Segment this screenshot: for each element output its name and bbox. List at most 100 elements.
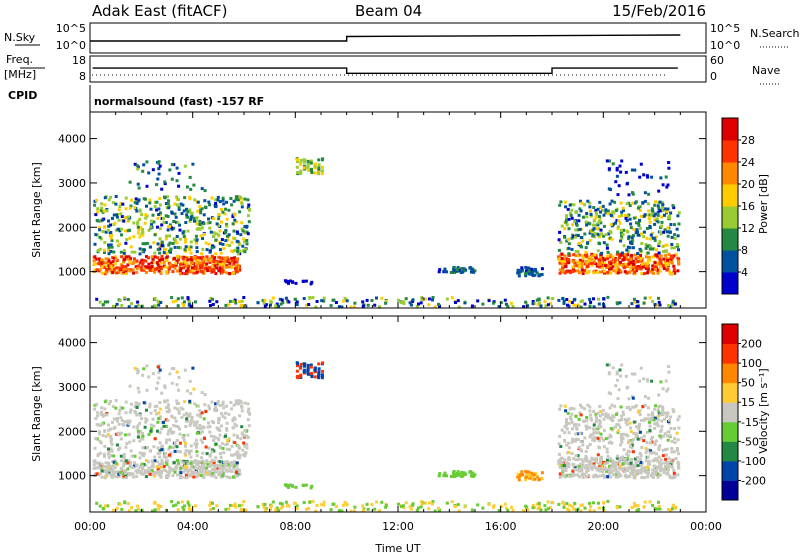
echo-cell (579, 403, 582, 407)
echo-cell (165, 459, 169, 463)
echo-cell (645, 244, 649, 248)
echo-cell (145, 459, 148, 463)
echo-cell (115, 271, 119, 275)
echo-cell (516, 475, 520, 479)
echo-cell (656, 472, 660, 476)
echo-cell (210, 400, 214, 404)
echo-cell (615, 423, 619, 426)
echo-cell (634, 260, 637, 264)
echo-cell (279, 506, 283, 510)
echo-cell (183, 368, 187, 372)
echo-cell (584, 450, 588, 454)
echo-cell (129, 449, 133, 453)
echo-cell (302, 370, 306, 374)
echo-cell (558, 271, 562, 275)
echo-cell (622, 448, 626, 452)
echo-cell (130, 454, 134, 458)
echo-cell (132, 425, 136, 429)
x-tick-label: 16:00 (485, 520, 517, 533)
echo-cell (201, 236, 204, 240)
echo-cell (625, 406, 629, 410)
echo-cell (156, 177, 160, 181)
echo-cell (219, 251, 223, 255)
echo-cell (675, 447, 679, 450)
echo-cell (570, 505, 574, 508)
echo-cell (133, 410, 137, 414)
echo-cell (306, 368, 310, 372)
echo-cell (144, 259, 148, 263)
echo-cell (107, 423, 110, 427)
echo-cell (597, 419, 601, 422)
echo-cell (630, 443, 634, 447)
echo-cell (595, 271, 599, 275)
echo-cell (182, 255, 186, 259)
echo-cell (563, 458, 567, 462)
echo-cell (168, 168, 172, 172)
echo-cell (620, 159, 624, 163)
echo-cell (579, 300, 583, 303)
echo-cell (198, 256, 202, 260)
echo-cell (605, 243, 609, 247)
echo-cell (148, 201, 152, 205)
echo-cell (313, 375, 317, 379)
echo-cell (636, 206, 640, 210)
echo-cell (317, 370, 321, 374)
echo-cell (111, 475, 115, 478)
echo-cell (317, 163, 321, 167)
echo-cell (627, 262, 631, 266)
echo-cell (232, 229, 236, 233)
echo-cell (115, 417, 119, 421)
echo-cell (606, 413, 610, 417)
freq-label: Freq. (6, 53, 33, 66)
echo-cell (659, 465, 663, 469)
echo-cell (234, 301, 238, 305)
echo-cell (633, 253, 637, 257)
echo-cell (188, 248, 191, 252)
echo-cell (214, 402, 218, 406)
echo-cell (187, 506, 191, 510)
echo-cell (231, 271, 235, 275)
echo-cell (567, 242, 571, 246)
echo-cell (630, 372, 634, 376)
echo-cell (183, 196, 187, 200)
echo-cell (571, 471, 575, 475)
echo-cell (613, 200, 617, 204)
echo-cell (172, 300, 175, 304)
echo-cell (636, 233, 640, 237)
echo-cell (137, 390, 141, 394)
echo-cell (431, 502, 434, 506)
echo-cell (115, 475, 119, 479)
echo-cell (190, 415, 194, 419)
echo-cell (221, 446, 225, 450)
echo-cell (218, 248, 222, 252)
echo-cell (614, 475, 618, 479)
echo-cell (175, 370, 179, 374)
echo-cell (238, 414, 242, 418)
echo-cell (629, 261, 633, 264)
echo-cell (628, 408, 632, 411)
echo-cell (166, 228, 170, 232)
echo-cell (653, 218, 657, 222)
echo-cell (151, 417, 155, 421)
echo-cell (334, 301, 338, 304)
echo-cell (568, 475, 572, 479)
echo-cell (128, 228, 131, 232)
echo-cell (109, 447, 113, 451)
echo-cell (575, 468, 579, 472)
echo-cell (92, 259, 96, 263)
echo-cell (100, 406, 104, 410)
echo-cell (380, 500, 384, 504)
echo-cell (144, 242, 148, 246)
echo-cell (576, 454, 580, 458)
echo-cell (470, 268, 474, 272)
echo-cell (650, 474, 654, 478)
echo-cell (585, 465, 589, 469)
echo-cell (221, 210, 225, 214)
echo-cell (608, 440, 612, 444)
echo-cell (572, 203, 576, 207)
echo-cell (384, 505, 388, 509)
echo-cell (673, 236, 677, 240)
echo-cell (597, 297, 600, 301)
echo-cell (220, 412, 223, 415)
colorbar-tick-label: 28 (741, 134, 755, 147)
